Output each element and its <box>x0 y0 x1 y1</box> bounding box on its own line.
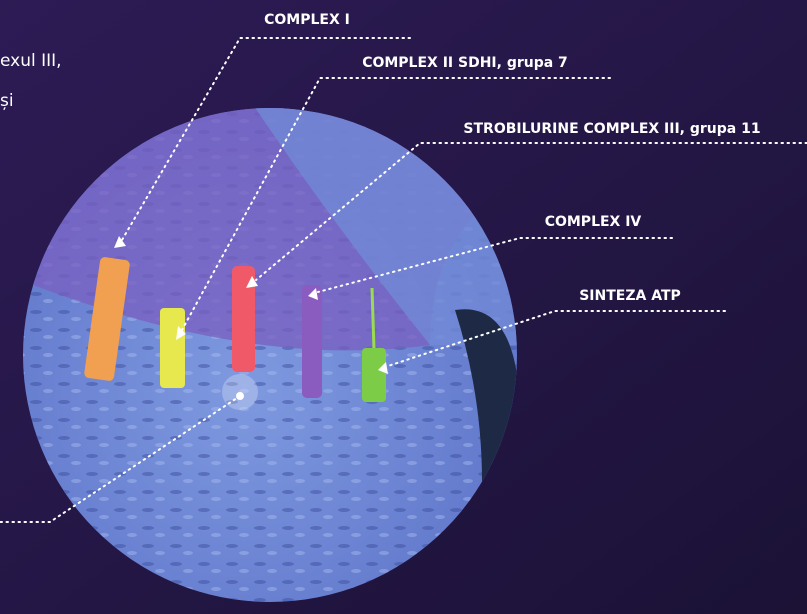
side-text: exul III, <box>0 51 62 71</box>
leader-lines <box>0 37 807 523</box>
label: STROBILURINE COMPLEX III, grupa 11 <box>463 121 760 137</box>
side-text: și <box>0 91 14 111</box>
label: COMPLEX II SDHI, grupa 7 <box>362 55 568 71</box>
label: SINTEZA ATP <box>579 288 681 304</box>
label: COMPLEX IV <box>545 214 642 230</box>
cell-view <box>23 108 517 602</box>
proteins <box>84 257 386 410</box>
label: COMPLEX I <box>264 12 350 28</box>
